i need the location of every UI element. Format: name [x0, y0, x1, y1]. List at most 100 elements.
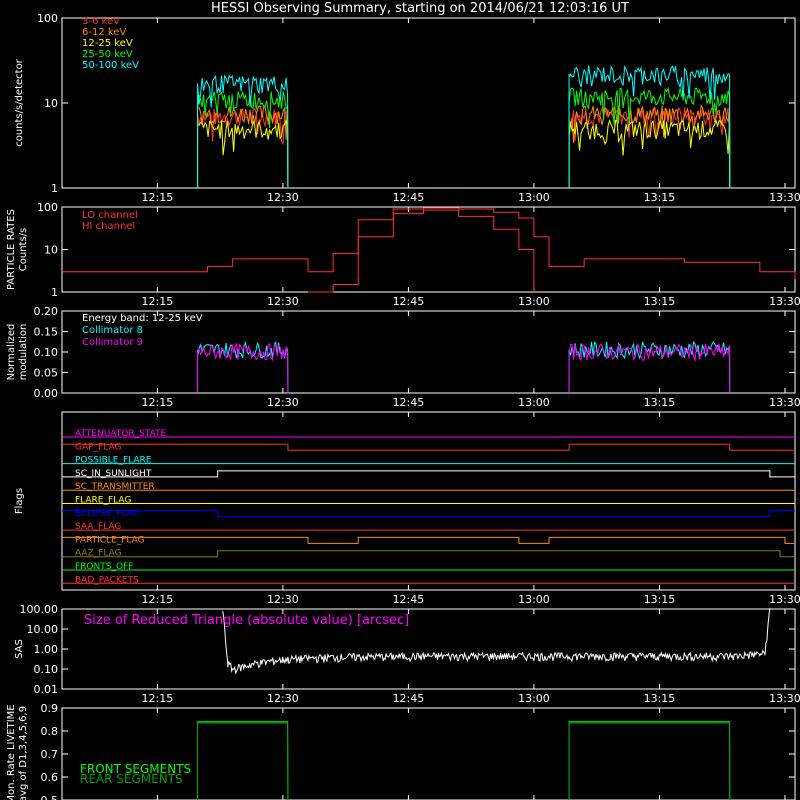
x-tick-label: 13:30: [769, 191, 800, 204]
series-line-LO-channel: [62, 207, 796, 280]
x-tick-label: 13:15: [644, 593, 676, 606]
series-line-12-25-keV: [568, 119, 731, 189]
panel-frame: [61, 17, 796, 189]
series-line-FRONT-SEGMENTS: [568, 721, 731, 800]
y-tick-label: 0.5: [41, 794, 59, 800]
y-tick-label: 100: [37, 201, 58, 214]
series-line-50-100-keV: [568, 65, 731, 189]
y-tick-label: 0.8: [41, 725, 59, 738]
x-tick-label: 13:30: [769, 396, 800, 409]
legend-item: Collimator 8: [82, 325, 143, 336]
y-tick-label: 0.10: [34, 663, 59, 676]
y-axis-label-2: avg of D1,3,4,5,6,9: [18, 706, 29, 800]
x-tick-label: 12:45: [393, 692, 425, 705]
series-line-REAR-SEGMENTS: [568, 722, 731, 800]
y-axis-label: PARTICLE RATES: [6, 209, 17, 290]
flag-label: FRONTS_OFF: [75, 562, 133, 572]
flag-label: PARTICLE_FLAG: [75, 535, 145, 545]
x-tick-label: 13:15: [644, 295, 676, 308]
x-tick-label: 13:30: [769, 593, 800, 606]
y-axis-label: SAS: [14, 639, 25, 659]
panel-sas: 12:15 12:30 12:45 13:00 13:15 13:30 0.01 0.10 1.…: [14, 603, 800, 705]
flag-label: BAD_PACKETS: [75, 575, 139, 585]
flag-line-gap_flag: [62, 443, 795, 451]
x-tick-label: 12:45: [393, 593, 425, 606]
y-tick-label: 0.7: [41, 748, 59, 761]
legend-item: 25-50 keV: [82, 49, 133, 60]
flag-label: GAP_FLAG: [75, 442, 121, 452]
x-tick-label: 13:00: [518, 191, 550, 204]
y-tick-label: 0.10: [34, 346, 59, 359]
x-tick-label: 13:00: [518, 593, 550, 606]
panel-particle-rates: 12:15 12:30 12:45 13:00 13:15 13:30 1 10 100 PART…: [6, 201, 800, 308]
y-tick-label: 1.00: [34, 643, 59, 656]
x-tick-label: 12:15: [142, 692, 174, 705]
panel-modulation: 12:15 12:30 12:45 13:00 13:15 13:30 0.00 0.05 0.…: [6, 305, 800, 409]
series-line-REAR-SEGMENTS: [197, 721, 289, 800]
sas-series-line: [222, 608, 771, 675]
x-tick-label: 12:30: [267, 593, 299, 606]
legend-item: 50-100 keV: [82, 60, 139, 71]
x-tick-label: 12:15: [142, 396, 174, 409]
y-axis-label: Normalized: [6, 324, 17, 381]
series-line-25-50-keV: [568, 86, 731, 189]
x-tick-label: 12:30: [267, 295, 299, 308]
x-tick-label: 12:15: [142, 191, 174, 204]
y-tick-label: 0.15: [34, 326, 59, 339]
x-tick-label: 12:45: [393, 295, 425, 308]
series-line-FRONT-SEGMENTS: [197, 721, 289, 800]
x-tick-label: 13:15: [644, 191, 676, 204]
x-tick-label: 13:15: [644, 692, 676, 705]
legend-item: Collimator 9: [82, 337, 143, 348]
legend-item: FRONT SEGMENTS: [80, 762, 191, 776]
y-tick-label: 0.9: [41, 702, 59, 715]
flag-label: SC_TRANSMITTER: [75, 482, 155, 492]
y-tick-label: 0.20: [34, 305, 59, 318]
legend-item: 6-12 keV: [82, 27, 126, 38]
flag-label: FLARE_FLAG: [75, 496, 131, 506]
series-line-50-100-keV: [197, 74, 289, 189]
x-tick-label: 12:45: [393, 191, 425, 204]
y-tick-label: 10.00: [27, 623, 59, 636]
y-tick-label: 0.00: [34, 387, 59, 400]
flag-line-aaz_flag: [62, 550, 795, 558]
series-line-Collimator-9: [568, 343, 731, 394]
x-tick-label: 13:30: [769, 295, 800, 308]
series-line-Collimator-8: [568, 340, 731, 394]
legend-item: LO channel: [82, 210, 138, 221]
flag-label: POSSIBLE_FLARE: [75, 456, 152, 466]
flag-label: SAA_FLAG: [75, 522, 121, 532]
x-tick-label: 13:00: [518, 396, 550, 409]
x-tick-label: 12:45: [393, 396, 425, 409]
x-tick-label: 12:30: [267, 396, 299, 409]
y-tick-label: 0.6: [41, 771, 59, 784]
panel-count-rates: 12:15 12:30 12:45 13:00 13:15 13:30 1 10 100 coun…: [14, 12, 800, 204]
series-line-HI-channel: [308, 209, 535, 293]
y-axis-label: Flags: [14, 488, 25, 514]
series-line-6-12-keV: [568, 104, 731, 189]
panel-frame: [61, 411, 796, 591]
flag-line-eclipse_flag: [62, 510, 795, 518]
y-tick-label: 10: [44, 97, 58, 110]
legend-item: 12-25 keV: [82, 38, 133, 49]
y-axis-label: counts/s/detector: [14, 58, 25, 146]
panel-frame: [61, 206, 796, 293]
x-tick-label: 13:15: [644, 396, 676, 409]
panel-flags: 12:15 12:30 12:45 13:00 13:15 13:30 Flags ATTEN…: [14, 411, 800, 606]
series-line-3-6-keV: [568, 106, 731, 189]
x-tick-label: 12:30: [267, 191, 299, 204]
sas-annotation: Size of Reduced Triangle (absolute value…: [84, 613, 409, 628]
energy-band-label: Energy band: 12-25 keV: [82, 313, 203, 324]
flag-label: ECLIPSE_FLAG: [75, 509, 139, 519]
flag-label: AAZ_FLAG: [75, 549, 122, 559]
series-line-12-25-keV: [197, 119, 289, 189]
x-tick-label: 13:30: [769, 692, 800, 705]
legend-item: REAR SEGMENTS: [80, 772, 183, 786]
flag-label: ATTENUATOR_STATE: [75, 429, 167, 439]
y-tick-label: 0.05: [34, 367, 59, 380]
x-tick-label: 12:15: [142, 593, 174, 606]
flag-line-sc_in_sunlight: [62, 470, 795, 478]
x-tick-label: 12:15: [142, 295, 174, 308]
x-tick-label: 13:00: [518, 692, 550, 705]
